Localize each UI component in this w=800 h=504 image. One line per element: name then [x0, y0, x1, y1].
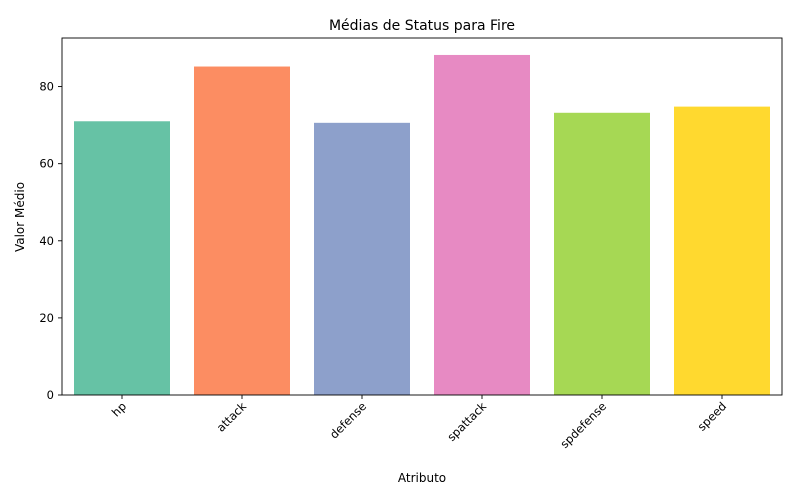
- bar-spattack: [434, 54, 530, 396]
- bar-defense: [314, 122, 410, 395]
- x-tick-label-hp: hp: [109, 399, 129, 419]
- y-tick-label: 80: [39, 80, 54, 94]
- x-axis: hp attack defense spattack spdefense speed: [109, 395, 729, 451]
- x-tick-label-defense: defense: [327, 399, 369, 441]
- bar-spdefense: [554, 112, 650, 395]
- x-tick-label-spattack: spattack: [444, 399, 489, 444]
- y-tick-label: 20: [39, 311, 54, 325]
- bar-hp: [74, 121, 170, 396]
- x-axis-label: Atributo: [398, 471, 446, 485]
- y-tick-label: 0: [47, 388, 54, 402]
- y-axis: 0 20 40 60 80: [39, 80, 62, 402]
- plot-frame: [61, 37, 783, 396]
- x-tick-label-speed: speed: [695, 399, 729, 433]
- bar-attack: [194, 66, 290, 395]
- bars-layer: [74, 54, 770, 396]
- bar-speed: [674, 106, 770, 396]
- chart-title: Médias de Status para Fire: [329, 18, 515, 34]
- y-tick-label: 40: [39, 234, 54, 248]
- y-tick-label: 60: [39, 157, 54, 171]
- x-tick-label-attack: attack: [214, 399, 250, 435]
- y-axis-label: Valor Médio: [13, 182, 27, 252]
- x-tick-label-spdefense: spdefense: [557, 399, 609, 451]
